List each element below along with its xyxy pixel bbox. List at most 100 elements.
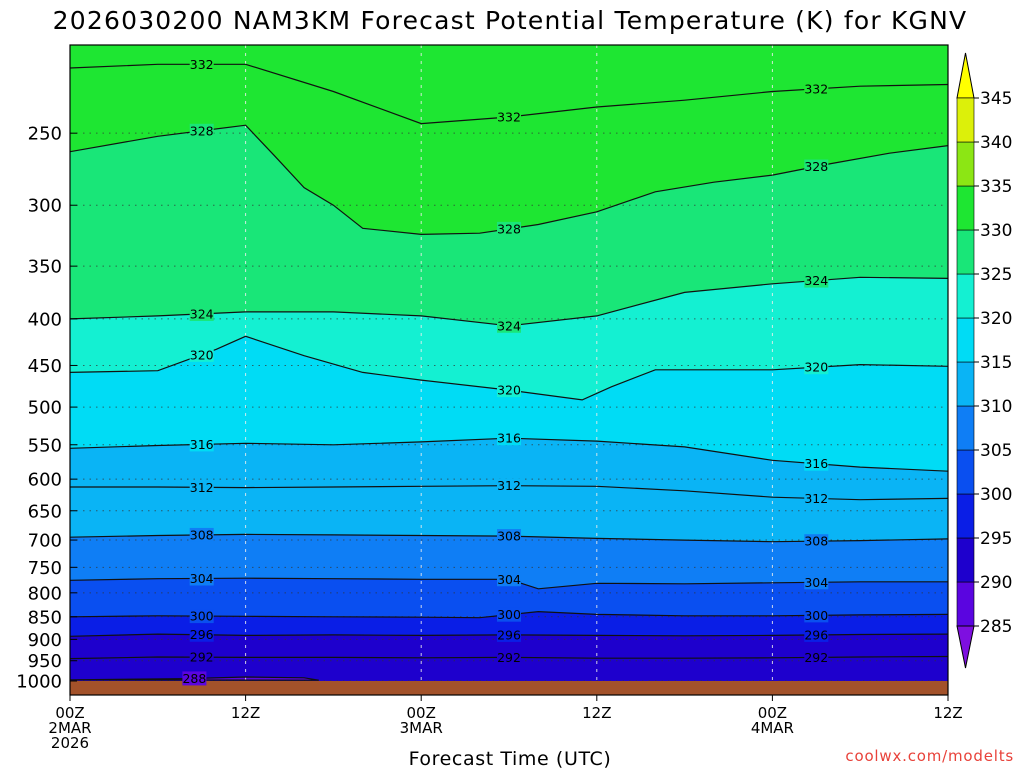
contour-label-bg (497, 383, 521, 398)
contour-label: 328 (497, 221, 521, 236)
contour-label-bg (497, 529, 521, 544)
contour-label: 296 (497, 627, 521, 642)
contour-label: 320 (190, 347, 214, 362)
contour-label-bg (804, 159, 829, 174)
colorbar-tick-label: 300 (980, 485, 1012, 505)
contour-label-bg (497, 607, 521, 622)
contour-label-bg (189, 123, 214, 138)
contour-label: 312 (804, 491, 828, 506)
contour-line (70, 676, 319, 681)
contour-label: 300 (497, 607, 521, 622)
contour-label: 324 (190, 306, 214, 321)
colorbar-tick-label: 330 (980, 221, 1012, 241)
contour-label: 332 (497, 110, 521, 125)
contour-label-bg (804, 608, 829, 623)
contour-label-bg (189, 527, 214, 542)
contour-label: 296 (190, 627, 214, 642)
contour-label: 304 (804, 575, 828, 590)
chart-title: 2026030200 NAM3KM Forecast Potential Tem… (53, 6, 968, 35)
contour-label: 328 (804, 159, 828, 174)
x-tick-label: 00Z (758, 704, 787, 722)
y-tick-label: 450 (28, 356, 62, 377)
colorbar-segment (956, 537, 975, 583)
contour-label: 316 (497, 431, 521, 446)
y-tick-label: 700 (28, 531, 62, 552)
contour-label-bg (497, 572, 521, 587)
y-tick-label: 1000 (16, 672, 62, 693)
y-tick-label: 900 (28, 630, 62, 651)
y-tick-label: 350 (28, 257, 62, 278)
colorbar-tick-label: 335 (980, 177, 1012, 197)
contour-label: 288 (182, 671, 206, 686)
colorbar-tick-label: 285 (980, 617, 1012, 637)
contour-label-bg (189, 437, 214, 452)
colorbar-segment (956, 97, 975, 143)
colorbar-tick-label: 315 (980, 353, 1012, 373)
contour-label: 300 (804, 608, 828, 623)
contour-label-bg (804, 360, 829, 375)
y-tick-label: 750 (28, 558, 62, 579)
contour-label: 320 (804, 360, 828, 375)
x-axis-label: Forecast Time (UTC) (409, 748, 612, 768)
contour-label: 304 (190, 571, 214, 586)
contour-label-bg (804, 273, 829, 288)
contour-label-bg (497, 627, 521, 642)
contour-line (70, 335, 948, 401)
colorbar-tick-label: 325 (980, 265, 1012, 285)
contour-label-bg (189, 650, 214, 665)
contour-label-bg (189, 571, 214, 586)
colorbar-tick-label: 295 (980, 529, 1012, 549)
contour-label-bg (497, 110, 521, 125)
contour-label-bg (497, 221, 521, 236)
colorbar-tick-label: 345 (980, 89, 1012, 109)
y-tick-label: 400 (28, 309, 62, 330)
contour-label: 324 (804, 273, 828, 288)
y-tick-label: 300 (28, 196, 62, 217)
surface-band (70, 681, 948, 695)
contour-label-bg (804, 575, 829, 590)
contour-label: 328 (190, 123, 214, 138)
contour-label: 308 (190, 527, 214, 542)
colorbar-segment (956, 581, 975, 627)
colorbar-segment (956, 185, 975, 231)
x-tick-label: 12Z (231, 704, 260, 722)
y-tick-label: 650 (28, 501, 62, 522)
contour-line (70, 124, 948, 236)
colorbar-segment (956, 229, 975, 275)
x-tick-label: 3MAR (400, 719, 443, 737)
contour-label: 316 (804, 456, 828, 471)
colorbar-tick-label: 290 (980, 573, 1012, 593)
y-tick-label: 500 (28, 398, 62, 419)
colorbar-segment (956, 405, 975, 451)
contour-label: 312 (497, 478, 521, 493)
contour-label: 292 (497, 650, 521, 665)
colorbar-segment (956, 361, 975, 407)
y-tick-label: 250 (28, 124, 62, 145)
colorbar-segment (956, 141, 975, 187)
y-tick-label: 600 (28, 470, 62, 491)
x-tick-label: 2026 (51, 734, 89, 752)
contour-label-bg (804, 491, 829, 506)
contour-label-bg (497, 431, 521, 446)
contour-label-bg (804, 627, 829, 642)
contour-label-bg (804, 534, 829, 549)
colorbar-max-triangle (956, 52, 975, 99)
colorbar-tick-label: 305 (980, 441, 1012, 461)
contour-label-bg (804, 456, 829, 471)
y-tick-label: 550 (28, 435, 62, 456)
contour-label: 308 (497, 529, 521, 544)
contour-label-bg (189, 347, 214, 362)
y-tick-label: 950 (28, 651, 62, 672)
shading-band (70, 45, 948, 124)
credit-text: coolwx.com/modelts (845, 747, 1014, 765)
colorbar-segment (956, 493, 975, 539)
colorbar: 285 290 295 300 305 310 315 320 325 330 335 340 345 (956, 52, 1012, 669)
contour-line (70, 577, 948, 590)
contour-label: 332 (804, 81, 828, 96)
plot-area: 288 292 292 292 296 296 296 300 300 300 304 304 304 3… (70, 45, 948, 695)
contour-label: 292 (804, 650, 828, 665)
contour-label-bg (804, 650, 829, 665)
colorbar-min-triangle (956, 625, 975, 669)
contour-label: 292 (190, 650, 214, 665)
contour-label-bg (189, 627, 214, 642)
